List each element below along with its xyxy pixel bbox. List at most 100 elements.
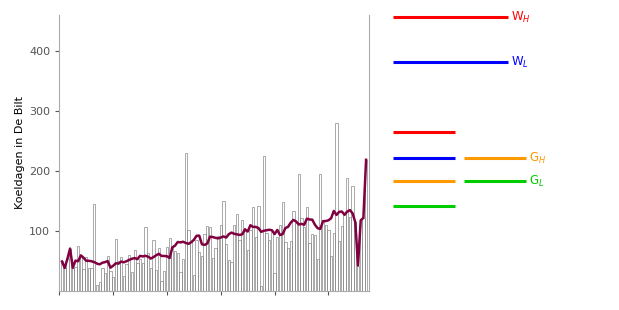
Bar	[128, 255, 131, 291]
Bar	[230, 262, 233, 291]
Bar	[64, 268, 66, 291]
Bar	[147, 254, 149, 291]
Bar	[115, 239, 117, 291]
Bar	[260, 286, 262, 291]
Bar	[155, 270, 157, 291]
Bar	[93, 204, 95, 291]
Bar	[254, 237, 257, 291]
Bar	[338, 241, 340, 291]
Bar	[166, 247, 168, 291]
Bar	[66, 259, 69, 291]
Bar	[136, 264, 139, 291]
Bar	[80, 255, 82, 291]
Text: G$_L$: G$_L$	[529, 174, 545, 189]
Bar	[209, 228, 211, 291]
Bar	[233, 225, 235, 291]
Bar	[246, 250, 249, 291]
Bar	[82, 269, 85, 291]
Bar	[274, 273, 275, 291]
Bar	[340, 226, 343, 291]
Bar	[344, 213, 345, 291]
Bar	[110, 271, 111, 291]
Bar	[85, 257, 87, 291]
Bar	[360, 220, 362, 291]
Bar	[284, 242, 287, 291]
Bar	[171, 247, 173, 291]
Bar	[322, 220, 324, 291]
Bar	[201, 256, 203, 291]
Text: G$_H$: G$_H$	[529, 151, 547, 166]
Bar	[150, 268, 152, 291]
Bar	[279, 225, 281, 291]
Y-axis label: Koeldagen in De Bilt: Koeldagen in De Bilt	[15, 96, 25, 210]
Bar	[225, 244, 227, 291]
Bar	[120, 257, 123, 291]
Bar	[112, 277, 115, 291]
Bar	[268, 240, 271, 291]
Bar	[271, 232, 273, 291]
Bar	[74, 268, 77, 291]
Bar	[220, 224, 222, 291]
Bar	[90, 268, 93, 291]
Bar	[184, 153, 187, 291]
Bar	[193, 275, 195, 291]
Bar	[190, 241, 193, 291]
Bar	[61, 262, 63, 291]
Bar	[332, 233, 335, 291]
Bar	[335, 123, 337, 291]
Bar	[249, 230, 251, 291]
Bar	[204, 234, 206, 291]
Bar	[69, 249, 71, 291]
Bar	[72, 268, 74, 291]
Text: W$_L$: W$_L$	[511, 55, 529, 69]
Bar	[324, 225, 327, 291]
Bar	[241, 220, 243, 291]
Bar	[362, 218, 365, 291]
Bar	[88, 268, 90, 291]
Bar	[252, 207, 254, 291]
Bar	[290, 241, 292, 291]
Bar	[365, 160, 367, 291]
Bar	[212, 258, 214, 291]
Bar	[118, 261, 119, 291]
Bar	[308, 243, 311, 291]
Bar	[206, 226, 209, 291]
Bar	[222, 201, 225, 291]
Bar	[357, 265, 359, 291]
Bar	[319, 174, 321, 291]
Bar	[266, 233, 267, 291]
Bar	[96, 285, 98, 291]
Bar	[160, 281, 163, 291]
Bar	[139, 259, 141, 291]
Bar	[217, 237, 219, 291]
Bar	[311, 234, 313, 291]
Bar	[126, 264, 128, 291]
Bar	[238, 240, 241, 291]
Bar	[182, 259, 184, 291]
Bar	[102, 268, 103, 291]
Bar	[258, 206, 259, 291]
Bar	[176, 253, 179, 291]
Bar	[158, 248, 160, 291]
Bar	[295, 223, 297, 291]
Bar	[352, 186, 354, 291]
Bar	[303, 227, 305, 291]
Bar	[244, 231, 246, 291]
Bar	[123, 276, 125, 291]
Bar	[348, 217, 351, 291]
Bar	[134, 250, 136, 291]
Bar	[144, 227, 147, 291]
Bar	[298, 174, 300, 291]
Bar	[168, 238, 171, 291]
Bar	[330, 256, 332, 291]
Bar	[180, 272, 181, 291]
Bar	[354, 222, 357, 291]
Bar	[163, 271, 165, 291]
Bar	[292, 211, 295, 291]
Bar	[198, 252, 201, 291]
Bar	[142, 263, 144, 291]
Bar	[131, 272, 133, 291]
Bar	[327, 230, 329, 291]
Bar	[196, 240, 197, 291]
Bar	[287, 248, 289, 291]
